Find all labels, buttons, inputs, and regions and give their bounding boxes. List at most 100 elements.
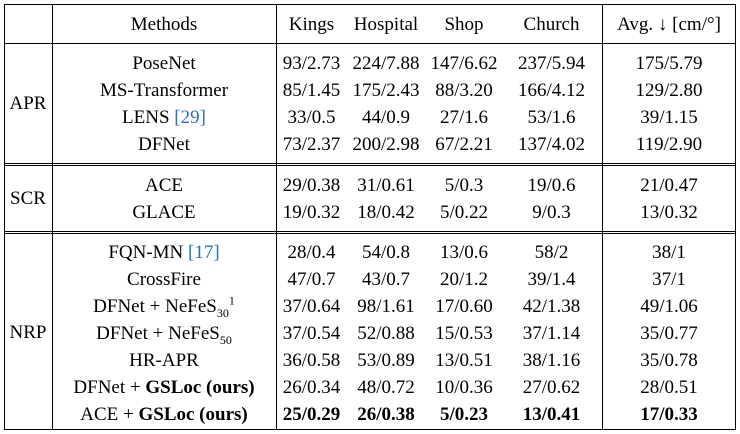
church-cell: 53/1.6 <box>527 107 576 128</box>
scr-rule-2 <box>4 233 736 234</box>
hospital-cell: 31/0.61 <box>357 175 415 196</box>
method-subscript: 30 <box>216 305 229 320</box>
shop-cell: 17/0.60 <box>435 296 493 317</box>
church-cell: 37/1.14 <box>522 323 581 344</box>
church-cell: 19/0.6 <box>527 175 576 196</box>
kings-cell: 37/0.64 <box>282 296 341 317</box>
right-border <box>735 4 736 430</box>
method-name: DFNet + NeFeS <box>93 296 217 317</box>
header-methods: Methods <box>130 14 198 35</box>
table-row: PoseNet 93/2.73 224/7.88 147/6.62 237/5.… <box>4 50 736 77</box>
group-label-nrp: NRP <box>9 322 47 343</box>
kings-cell: 47/0.7 <box>287 269 336 290</box>
avg-cell: 38/1 <box>652 242 686 263</box>
hospital-cell: 54/0.8 <box>361 242 411 263</box>
method-name: ACE + <box>80 404 139 425</box>
method-cell: ACE <box>145 175 183 196</box>
shop-cell: 88/3.20 <box>435 80 493 101</box>
shop-cell: 5/0.22 <box>439 202 489 223</box>
kings-cell: 73/2.37 <box>282 134 341 155</box>
shop-cell: 5/0.3 <box>444 175 484 196</box>
church-cell: 38/1.16 <box>522 350 581 371</box>
shop-cell: 5/0.23 <box>439 404 489 425</box>
scr-rule <box>4 231 736 232</box>
kings-cell: 36/0.58 <box>282 350 341 371</box>
table-row: ACE 29/0.38 31/0.61 5/0.3 19/0.6 21/0.47 <box>4 172 736 199</box>
kings-cell: 29/0.38 <box>282 175 341 196</box>
method-name: LENS <box>122 107 170 128</box>
method-name: DFNet + <box>73 377 146 398</box>
method-name-bold: GSLoc (ours) <box>145 377 255 398</box>
church-cell: 13/0.41 <box>522 404 581 425</box>
avg-cell: 17/0.33 <box>640 404 698 425</box>
top-rule <box>4 4 736 5</box>
kings-cell: 19/0.32 <box>282 202 341 223</box>
hospital-cell: 43/0.7 <box>361 269 411 290</box>
header-church: Church <box>523 14 580 35</box>
table-row: DFNet + GSLoc (ours) 26/0.34 48/0.72 10/… <box>4 374 736 401</box>
church-cell: 237/5.94 <box>517 53 586 74</box>
left-border <box>4 4 5 430</box>
hospital-cell: 53/0.89 <box>357 350 415 371</box>
method-cell: MS-Transformer <box>99 80 229 101</box>
kings-cell: 26/0.34 <box>282 377 341 398</box>
hospital-cell: 200/2.98 <box>352 134 420 155</box>
kings-cell: 33/0.5 <box>287 107 336 128</box>
table-row: FQN-MN [17] 28/0.4 54/0.8 13/0.6 58/2 38… <box>4 239 736 266</box>
avg-cell: 37/1 <box>652 269 686 290</box>
citation-link[interactable]: [29] <box>174 107 206 128</box>
hospital-cell: 98/1.61 <box>357 296 415 317</box>
hospital-cell: 52/0.88 <box>357 323 415 344</box>
header-kings: Kings <box>288 14 335 35</box>
shop-cell: 15/0.53 <box>435 323 493 344</box>
table-row: ACE + GSLoc (ours) 25/0.29 26/0.38 5/0.2… <box>4 401 736 428</box>
method-name: FQN-MN <box>108 242 184 263</box>
method-cell: GLACE <box>132 202 196 223</box>
table-row: LENS [29] 33/0.5 44/0.9 27/1.6 53/1.6 39… <box>4 104 736 131</box>
apr-section: APR PoseNet 93/2.73 224/7.88 147/6.62 23… <box>4 48 736 160</box>
kings-cell: 93/2.73 <box>282 53 341 74</box>
avg-cell: 35/0.78 <box>640 350 698 371</box>
shop-cell: 27/1.6 <box>439 107 489 128</box>
bottom-rule <box>4 429 736 430</box>
kings-cell: 25/0.29 <box>282 404 341 425</box>
church-cell: 58/2 <box>534 242 569 263</box>
kings-cell: 37/0.54 <box>282 323 341 344</box>
shop-cell: 147/6.62 <box>430 53 498 74</box>
avg-cell: 129/2.80 <box>635 80 703 101</box>
avg-divider <box>602 4 603 430</box>
methods-divider <box>276 4 277 430</box>
header-shop: Shop <box>444 14 484 35</box>
method-cell: ACE + GSLoc (ours) <box>54 401 274 428</box>
method-cell: DFNet + GSLoc (ours) <box>54 374 274 401</box>
method-cell: FQN-MN [17] <box>54 239 274 266</box>
group-divider <box>52 4 53 430</box>
kings-cell: 85/1.45 <box>282 80 341 101</box>
avg-cell: 35/0.77 <box>640 323 698 344</box>
table-row: CrossFire 47/0.7 43/0.7 20/1.2 39/1.4 37… <box>4 266 736 293</box>
citation-link[interactable]: [17] <box>188 242 220 263</box>
header-rule <box>4 43 736 44</box>
method-cell: DFNet + NeFeS50 <box>54 320 274 347</box>
footnote-marker: 1 <box>228 293 235 308</box>
avg-cell: 21/0.47 <box>640 175 698 196</box>
table-row: MS-Transformer 85/1.45 175/2.43 88/3.20 … <box>4 77 736 104</box>
hospital-cell: 175/2.43 <box>352 80 420 101</box>
method-cell: CrossFire <box>127 269 201 290</box>
avg-cell: 28/0.51 <box>640 377 698 398</box>
hospital-cell: 18/0.42 <box>357 202 415 223</box>
table-row: DFNet + NeFeS50 37/0.54 52/0.88 15/0.53 … <box>4 320 736 347</box>
church-cell: 166/4.12 <box>517 80 586 101</box>
avg-cell: 119/2.90 <box>635 134 703 155</box>
group-label-scr: SCR <box>10 188 46 209</box>
apr-rule-2 <box>4 165 736 166</box>
shop-cell: 67/2.21 <box>435 134 493 155</box>
hospital-cell: 44/0.9 <box>361 107 411 128</box>
apr-rule <box>4 163 736 164</box>
church-cell: 42/1.38 <box>522 296 581 317</box>
method-cell: HR-APR <box>129 350 199 371</box>
church-cell: 27/0.62 <box>522 377 581 398</box>
header-avg: Avg. ↓ [cm/°] <box>617 14 721 35</box>
shop-cell: 13/0.6 <box>439 242 489 263</box>
nrp-section: NRP FQN-MN [17] 28/0.4 54/0.8 13/0.6 58/… <box>4 237 736 429</box>
